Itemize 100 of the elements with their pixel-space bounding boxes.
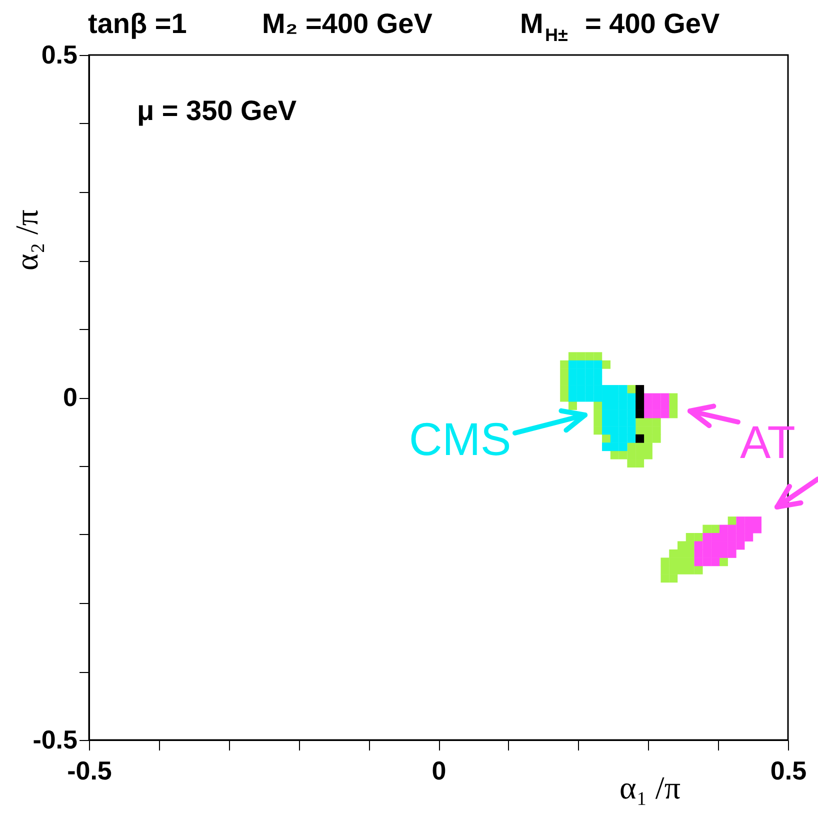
point [686,541,694,550]
point [627,450,636,460]
point [660,410,670,418]
point [636,442,644,452]
point [694,566,703,574]
point [711,532,720,542]
point [610,401,619,410]
point [560,385,569,394]
point [694,541,703,550]
point [618,385,628,394]
point [618,426,628,435]
point [660,401,670,410]
point [652,426,661,435]
point [568,393,577,402]
x-tick-label: 0.5 [770,756,807,786]
point [744,516,754,526]
point [560,376,569,386]
point [636,385,644,394]
x-tick-label: 0 [432,756,446,786]
point [594,385,602,394]
point [753,524,762,534]
point [627,410,636,418]
point [636,393,644,402]
point [560,393,569,402]
point [594,393,602,402]
point [602,393,610,402]
point [560,368,569,378]
point [644,450,652,460]
point [610,393,619,402]
point [719,524,728,534]
point [627,418,636,426]
point [669,401,678,410]
point [660,574,670,583]
point [702,549,712,558]
point [594,426,602,435]
point [568,401,577,410]
point [736,532,745,542]
point [644,442,652,452]
point [753,516,762,526]
point [602,401,610,410]
point [627,393,636,402]
point [644,418,652,426]
point [669,393,678,402]
point [610,426,619,435]
point [627,385,636,394]
point [594,410,602,418]
point [585,393,594,402]
point [711,549,720,558]
point [568,385,577,394]
point [678,566,686,574]
x-axis-title: α₁ /π [620,770,680,806]
point [568,360,577,369]
point [694,558,703,566]
point [719,532,728,542]
point [686,566,694,574]
point [636,450,644,460]
point [610,442,619,452]
point [594,418,602,426]
point [669,574,678,583]
point [576,352,586,361]
point [744,532,754,542]
point [602,385,610,394]
point [644,426,652,435]
point [669,558,678,566]
point [576,385,586,394]
point [618,410,628,418]
point [644,410,652,418]
point [736,516,745,526]
point [711,558,720,566]
point [610,418,619,426]
point [636,426,644,435]
point [636,418,644,426]
point [585,368,594,378]
point [602,410,610,418]
point [636,410,644,418]
point [610,410,619,418]
point [686,532,694,542]
point [627,401,636,410]
point [627,434,636,443]
point [618,442,628,452]
point [594,360,602,369]
point [728,516,736,526]
point [585,360,594,369]
point [594,376,602,386]
point [585,385,594,394]
point [568,352,577,361]
point [602,418,610,426]
point [610,385,619,394]
point [610,434,619,443]
y-tick-label: 0 [63,382,78,412]
point [594,352,602,361]
point [636,459,644,468]
point [602,426,610,435]
point [627,459,636,468]
point [686,549,694,558]
point [719,549,728,558]
point [678,541,686,550]
point [669,549,678,558]
point [610,450,619,460]
point [644,434,652,443]
